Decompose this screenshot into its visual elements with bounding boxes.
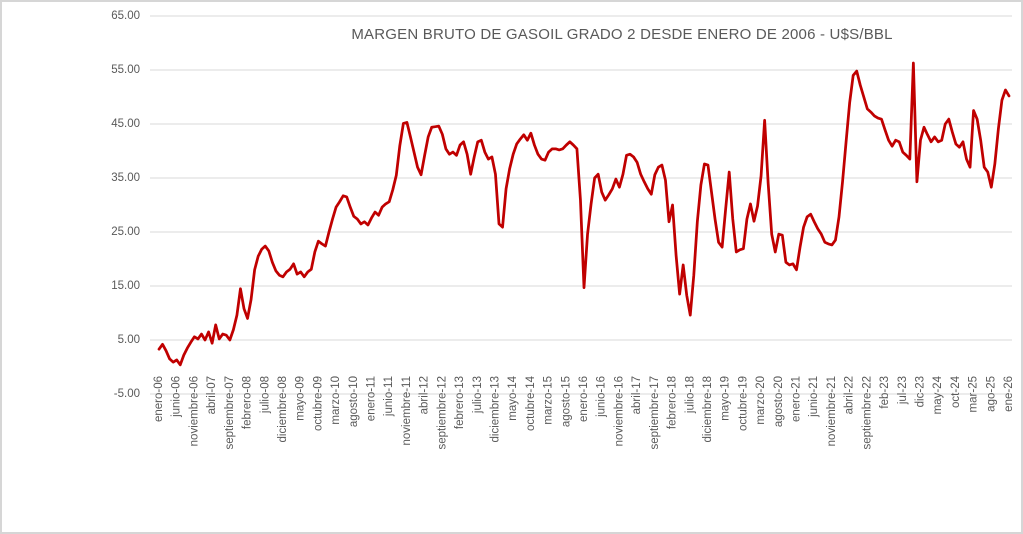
y-tick-label: 15.00	[111, 280, 140, 292]
x-tick-label: junio-16	[596, 376, 608, 418]
x-tick-label: abril-17	[631, 376, 643, 414]
x-tick-label: septiembre-12	[436, 376, 448, 450]
x-tick-label: junio-06	[171, 376, 183, 418]
x-tick-label: oct-24	[950, 375, 962, 408]
x-tick-label: julio-18	[684, 376, 696, 414]
x-tick-label: mayo-19	[720, 376, 732, 421]
x-tick-label: julio-08	[259, 376, 271, 414]
x-tick-label: jul-23	[897, 376, 909, 405]
x-tick-label: octubre-09	[312, 376, 324, 431]
x-tick-label: noviembre-06	[188, 376, 200, 446]
x-tick-label: marzo-10	[330, 376, 342, 425]
x-tick-label: agosto-10	[348, 376, 360, 427]
x-tick-label: septiembre-07	[224, 376, 236, 450]
data-line-series	[157, 61, 1011, 367]
x-tick-label: diciembre-18	[702, 376, 714, 442]
x-tick-label: octubre-19	[737, 376, 749, 431]
x-tick-label: noviembre-11	[401, 376, 413, 445]
x-tick-label: enero-21	[791, 376, 803, 422]
x-tick-label: feb-23	[879, 376, 891, 409]
x-tick-label: octubre-14	[525, 375, 537, 431]
x-tick-label: diciembre-13	[489, 376, 501, 442]
chart-title: MARGEN BRUTO DE GASOIL GRADO 2 DESDE ENE…	[351, 26, 893, 43]
x-tick-label: mar-25	[968, 376, 980, 412]
y-tick-label: 65.00	[111, 10, 140, 22]
y-axis-labels: 65.00 55.00 45.00 35.00 25.00 15.00 5.00 -5.00	[111, 10, 140, 400]
x-tick-label: marzo-15	[543, 376, 555, 425]
x-tick-label: agosto-20	[773, 376, 785, 427]
x-tick-label: abril-07	[206, 376, 218, 414]
x-tick-label: marzo-20	[755, 376, 767, 425]
x-tick-label: ago-25	[985, 376, 997, 412]
x-tick-label: mayo-09	[295, 376, 307, 421]
x-tick-label: junio-11	[383, 376, 395, 417]
x-tick-label: julio-13	[472, 376, 484, 414]
x-tick-label: junio-21	[808, 376, 820, 418]
x-tick-label: dic-23	[914, 376, 926, 407]
y-tick-label: 35.00	[111, 172, 140, 184]
x-tick-label: septiembre-17	[649, 376, 661, 450]
x-tick-label: enero-16	[578, 376, 590, 422]
y-tick-label: -5.00	[114, 388, 140, 400]
x-tick-label: diciembre-08	[277, 376, 289, 442]
x-tick-label: mayo-14	[507, 375, 519, 420]
x-tick-label: septiembre-22	[861, 376, 873, 450]
x-tick-label: enero-11	[366, 376, 378, 421]
x-tick-label: agosto-15	[560, 376, 572, 427]
y-tick-label: 55.00	[111, 64, 140, 76]
x-tick-label: febrero-08	[242, 376, 254, 429]
x-tick-label: abril-12	[419, 376, 431, 414]
y-tick-label: 5.00	[118, 334, 140, 346]
x-tick-label: ene-26	[1003, 376, 1015, 412]
x-axis-labels: enero-06 junio-06 noviembre-06 abril-07 sept…	[153, 375, 1015, 449]
x-tick-label: enero-06	[153, 376, 165, 422]
y-tick-label: 45.00	[111, 118, 140, 130]
x-tick-label: febrero-18	[667, 376, 679, 429]
y-tick-label: 25.00	[111, 226, 140, 238]
x-tick-label: abril-22	[844, 376, 856, 414]
x-tick-label: febrero-13	[454, 376, 466, 429]
x-tick-label: noviembre-21	[826, 376, 838, 446]
x-tick-label: may-24	[932, 375, 944, 414]
x-tick-label: noviembre-16	[613, 376, 625, 446]
